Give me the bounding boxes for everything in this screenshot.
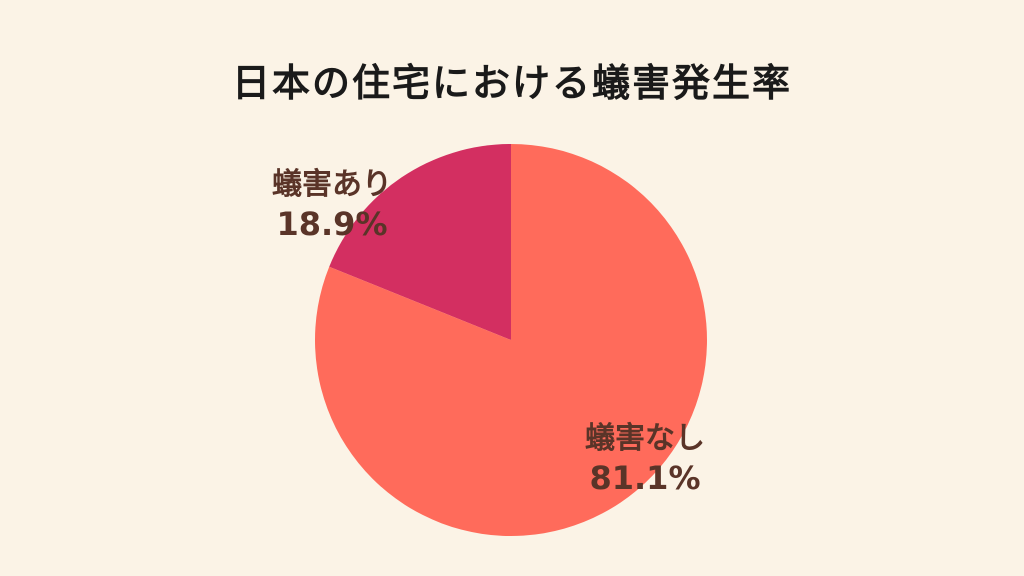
slice-name-no-termite-damage: 蟻害なし [585, 421, 705, 456]
pie-slice-no-termite-damage [314, 144, 707, 537]
slice-percent-no-termite-damage: 81.1% [589, 458, 701, 497]
slice-name-termite-damage: 蟻害あり [272, 167, 392, 202]
slice-label-no-termite-damage: 蟻害なし 81.1% [555, 420, 735, 498]
pie-slice-termite-damage [329, 144, 511, 340]
slice-label-termite-damage: 蟻害あり 18.9% [242, 166, 422, 244]
chart-title: 日本の住宅における蟻害発生率 [231, 61, 792, 105]
slice-percent-termite-damage: 18.9% [276, 204, 388, 243]
